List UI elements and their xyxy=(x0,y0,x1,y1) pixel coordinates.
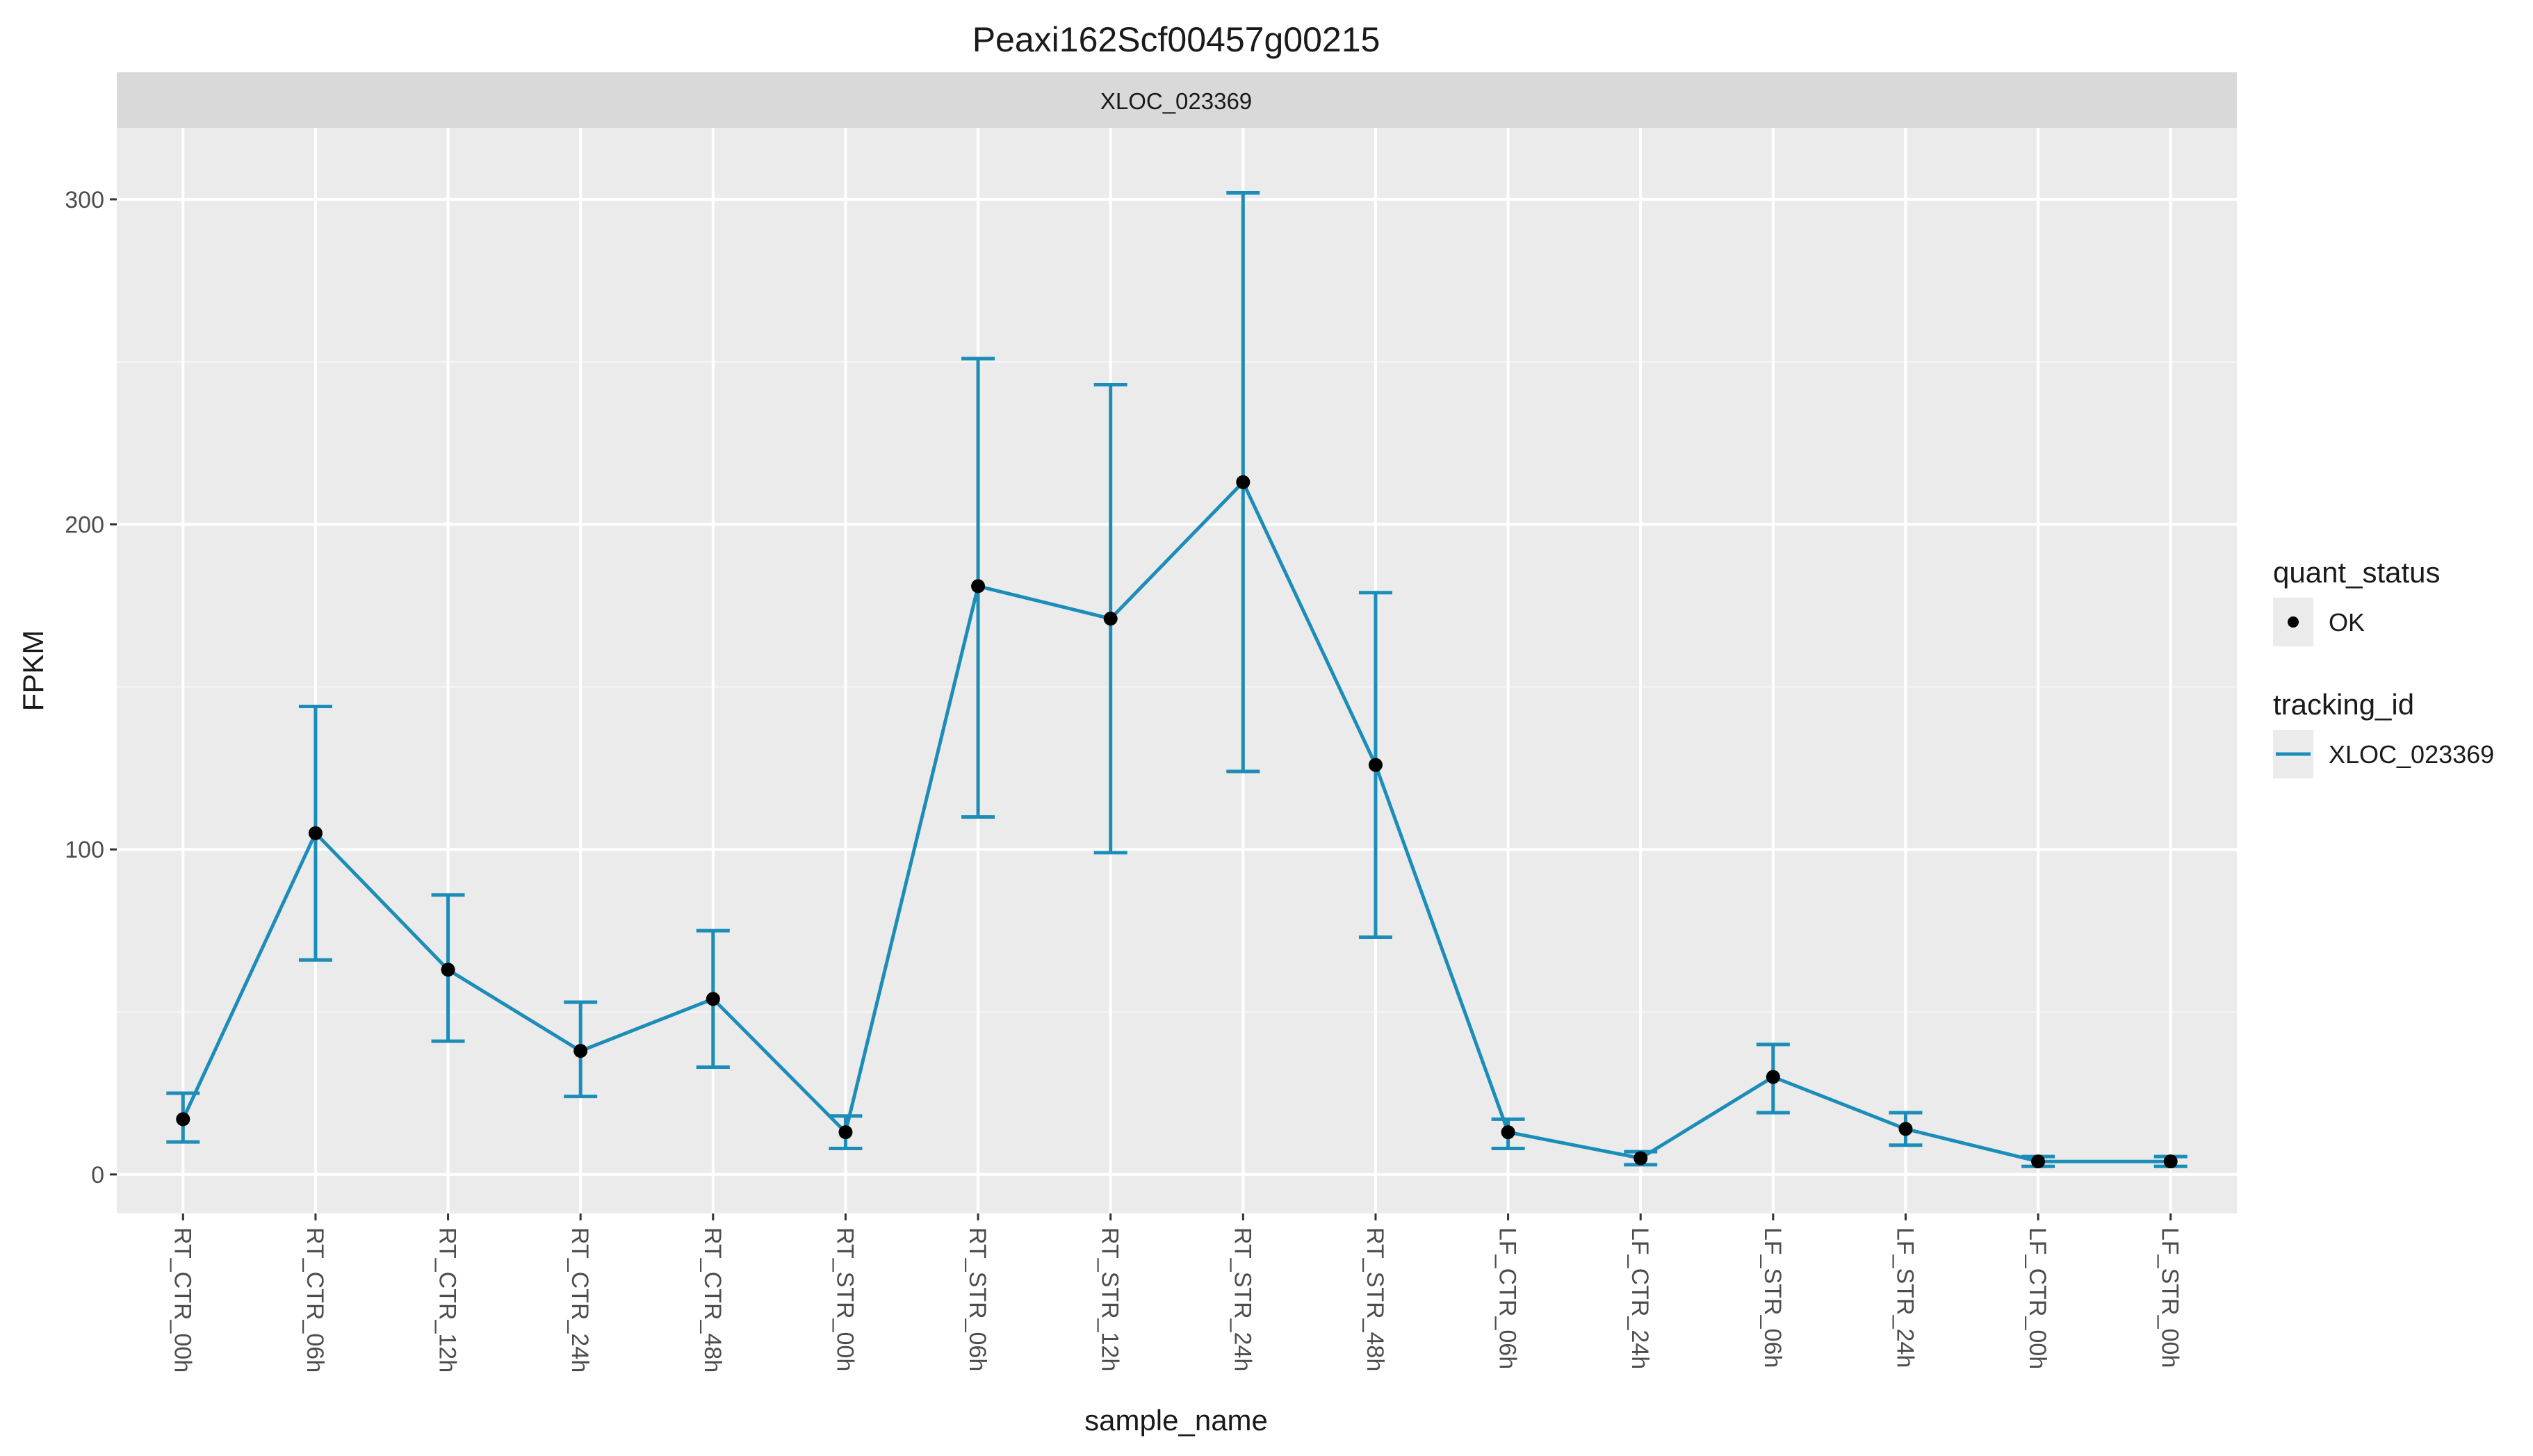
data-point xyxy=(1634,1151,1648,1165)
x-tick-label: RT_STR_48h xyxy=(1362,1227,1388,1371)
data-point xyxy=(1501,1125,1515,1140)
data-point xyxy=(971,579,986,594)
data-point xyxy=(2163,1154,2178,1169)
plot-panel xyxy=(117,128,2237,1213)
x-tick-label: LF_CTR_24h xyxy=(1627,1227,1653,1369)
data-point xyxy=(1898,1122,1913,1136)
y-axis-title: FPKM xyxy=(17,630,49,712)
y-axis-ticks: 0 100 200 300 xyxy=(65,187,117,1188)
x-tick-label: RT_STR_06h xyxy=(964,1227,991,1371)
legend-label-xloc: XLOC_023369 xyxy=(2329,740,2494,769)
x-tick-label: RT_STR_12h xyxy=(1097,1227,1123,1371)
x-tick-label: RT_STR_24h xyxy=(1229,1227,1255,1371)
x-axis-title: sample_name xyxy=(1084,1404,1268,1437)
minor-gridlines xyxy=(117,361,2237,1013)
y-tick-label: 300 xyxy=(65,187,104,213)
x-tick-label: LF_STR_06h xyxy=(1759,1227,1786,1368)
x-tick-label: LF_CTR_06h xyxy=(1494,1227,1521,1369)
data-point xyxy=(441,963,455,977)
data-point xyxy=(573,1044,588,1058)
data-point xyxy=(1766,1070,1780,1084)
data-point xyxy=(838,1125,853,1140)
x-tick-label: RT_CTR_48h xyxy=(699,1227,726,1373)
y-tick-label: 0 xyxy=(91,1162,104,1188)
x-tick-label: LF_STR_24h xyxy=(1891,1227,1918,1368)
legend-label-ok: OK xyxy=(2329,608,2365,637)
data-point xyxy=(308,826,323,840)
x-tick-label: LF_STR_00h xyxy=(2157,1227,2183,1368)
x-tick-label: RT_STR_00h xyxy=(831,1227,858,1371)
x-tick-label: RT_CTR_24h xyxy=(567,1227,593,1373)
x-tick-label: RT_CTR_12h xyxy=(434,1227,461,1373)
legend-point-ok xyxy=(2288,616,2299,628)
legend: quant_status OK tracking_id XLOC_023369 xyxy=(2273,556,2494,778)
data-point xyxy=(1103,612,1118,626)
x-tick-label: LF_CTR_00h xyxy=(2024,1227,2051,1369)
x-tick-label: RT_CTR_06h xyxy=(302,1227,328,1373)
data-point xyxy=(2031,1154,2046,1169)
facet-label: XLOC_023369 xyxy=(1100,88,1252,114)
y-tick-label: 200 xyxy=(65,512,104,539)
data-points xyxy=(176,475,2178,1169)
data-point xyxy=(176,1112,190,1127)
chart-title: Peaxi162Scf00457g00215 xyxy=(972,20,1380,59)
legend-title-quant-status: quant_status xyxy=(2273,556,2441,589)
legend-title-tracking-id: tracking_id xyxy=(2273,688,2414,721)
x-tick-label: RT_CTR_00h xyxy=(169,1227,195,1373)
series-line-xloc-023369 xyxy=(181,479,2171,1163)
data-point xyxy=(1368,758,1383,772)
data-point xyxy=(1236,475,1251,489)
data-point xyxy=(706,992,720,1006)
facet-strip xyxy=(117,72,2237,128)
y-tick-label: 100 xyxy=(65,837,104,863)
x-axis-ticks: RT_CTR_00h RT_CTR_06h RT_CTR_12h RT_CTR_24h… xyxy=(169,1213,2183,1373)
